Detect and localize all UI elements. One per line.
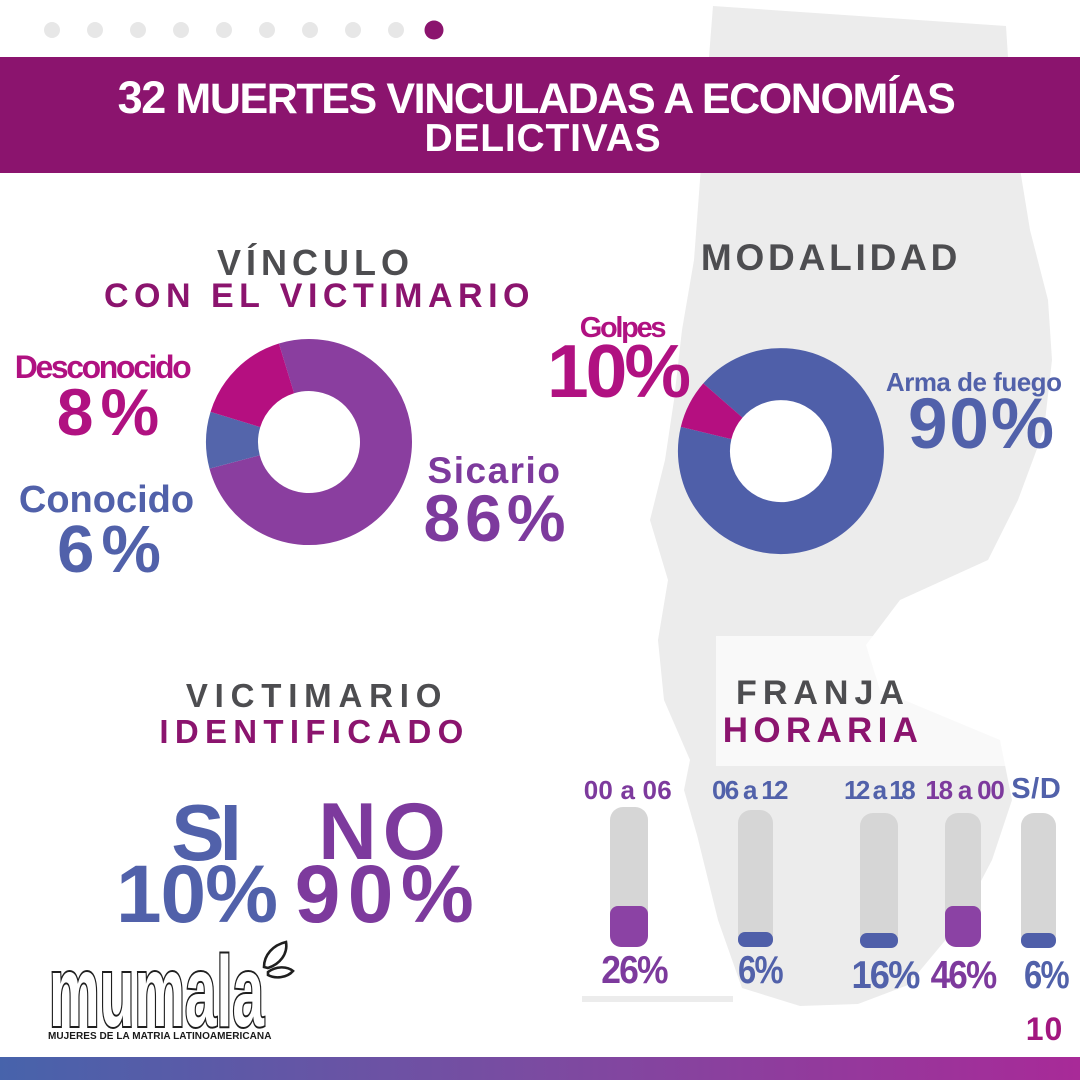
svg-text:mumala: mumala [49,936,265,1045]
